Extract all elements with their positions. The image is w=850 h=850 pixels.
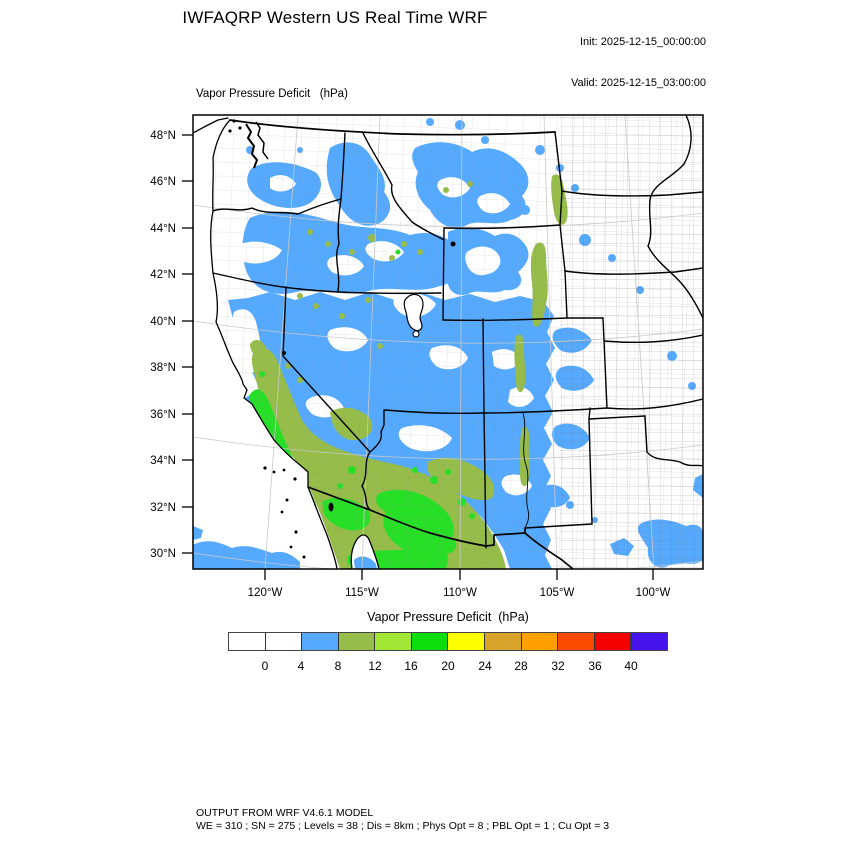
lon-label: 110°W — [443, 587, 477, 599]
lat-label: 44°N — [150, 223, 176, 235]
colorbar-tick: 20 — [441, 659, 455, 673]
lakes-islands — [263, 241, 456, 559]
colorbar-tick: 24 — [478, 659, 492, 673]
colorbar-tick: 12 — [368, 659, 382, 673]
lat-label: 34°N — [150, 455, 176, 467]
great-salt-lake — [403, 293, 424, 332]
state-borders — [212, 119, 703, 549]
ocean — [193, 115, 379, 569]
colorbar-cell — [229, 633, 266, 650]
graticule — [193, 115, 703, 569]
lat-label: 36°N — [150, 409, 176, 421]
page-title: IWFAQRP Western US Real Time WRF — [182, 8, 488, 27]
colorbar-tick: 16 — [404, 659, 418, 673]
colorbar-cell — [338, 633, 376, 650]
lon-axis-labels: 120°W 115°W 110°W 105°W 100°W — [248, 587, 671, 599]
yellowstone-lake — [450, 241, 456, 247]
lat-label: 46°N — [150, 176, 176, 188]
colorbar — [228, 632, 668, 651]
map-frame — [192, 114, 704, 570]
lake-tahoe — [282, 351, 286, 355]
colorbar-tick: 32 — [551, 659, 565, 673]
lat-label: 42°N — [150, 269, 176, 281]
utah-lake — [412, 330, 420, 338]
colorbar-cell — [411, 633, 449, 650]
colorbar-cell — [631, 633, 667, 650]
colorbar-cell — [375, 633, 412, 650]
lon-label: 115°W — [345, 587, 379, 599]
colorbar-cell — [558, 633, 595, 650]
salton-sea — [328, 502, 334, 512]
colorbar-tick: 0 — [261, 659, 269, 673]
lon-label: 120°W — [248, 587, 283, 599]
axis-ticks — [182, 134, 654, 580]
colorbar-tick: 4 — [297, 659, 305, 673]
lat-label: 32°N — [150, 502, 176, 514]
colorbar-tick: 40 — [624, 659, 638, 673]
lat-label: 38°N — [150, 362, 176, 374]
colorbar-cell — [485, 633, 522, 650]
lat-axis-labels: 48°N 46°N 44°N 42°N 40°N 38°N 36°N 34°N … — [150, 130, 176, 560]
footer-line1: OUTPUT FROM WRF V4.6.1 MODEL — [196, 807, 374, 819]
lat-label: 48°N — [150, 130, 176, 142]
puget-sound — [228, 119, 269, 169]
lon-label: 100°W — [636, 587, 671, 599]
init-time: Init: 2025-12-15_00:00:00 — [580, 36, 706, 48]
lat-label: 30°N — [150, 548, 176, 560]
model-footer: OUTPUT FROM WRF V4.6.1 MODEL WE = 310 ; … — [196, 807, 609, 833]
colorbar-cell — [265, 633, 303, 650]
colorbar-tick: 36 — [588, 659, 602, 673]
colorbar-cell — [594, 633, 632, 650]
run-times: Init: 2025-12-15_00:00:00 Valid: 2025-12… — [571, 9, 706, 117]
field-label: Vapor Pressure Deficit (hPa) — [196, 88, 348, 100]
international-borders — [307, 486, 574, 569]
valid-time: Valid: 2025-12-15_03:00:00 — [571, 76, 706, 89]
colorbar-tick: 8 — [334, 659, 342, 673]
colorbar-cell — [302, 633, 339, 650]
colorbar-cell — [448, 633, 486, 650]
rivers — [522, 115, 703, 529]
coastline — [193, 117, 380, 569]
colorbar-title: Vapor Pressure Deficit (hPa) — [367, 610, 529, 624]
lon-label: 105°W — [540, 587, 575, 599]
map-content — [193, 115, 703, 569]
footer-line2: WE = 310 ; SN = 275 ; Levels = 38 ; Dis … — [196, 820, 610, 832]
colorbar-tick: 28 — [514, 659, 528, 673]
lat-label: 40°N — [150, 316, 176, 328]
colorbar-cell — [521, 633, 559, 650]
